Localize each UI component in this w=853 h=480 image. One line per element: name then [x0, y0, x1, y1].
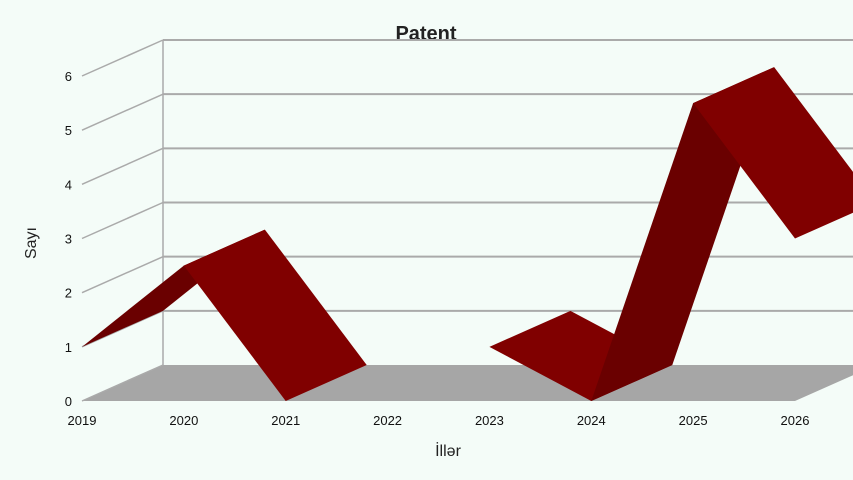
chart-title: Patent — [395, 23, 456, 45]
x-tick-label: 2021 — [271, 413, 300, 428]
series-ribbon — [82, 67, 853, 401]
floor-plane — [82, 365, 853, 401]
grid-line-wall — [81, 364, 164, 402]
grid-line-wall — [81, 39, 164, 77]
x-tick-label: 2024 — [577, 413, 606, 428]
x-tick-label: 2026 — [781, 413, 810, 428]
grid-line-wall — [81, 93, 164, 131]
y-tick-labels: 0 1 2 3 4 5 6 — [65, 69, 72, 409]
x-tick-label: 2025 — [679, 413, 708, 428]
x-tick-labels: 2019 2020 2021 2022 2023 2024 2025 2026 — [68, 413, 810, 428]
ribbon-segment — [591, 67, 775, 401]
y-tick-label: 5 — [65, 123, 72, 138]
y-tick-label: 2 — [65, 286, 72, 301]
y-tick-label: 6 — [65, 69, 72, 84]
x-tick-label: 2023 — [475, 413, 504, 428]
grid-line-wall — [81, 201, 164, 240]
y-tick-label: 3 — [65, 232, 72, 247]
x-axis-label: İllər — [435, 441, 461, 460]
grid-line-wall — [81, 147, 164, 186]
x-tick-label: 2020 — [169, 413, 198, 428]
chart-floor — [82, 365, 853, 401]
y-tick-label: 4 — [65, 177, 72, 192]
y-tick-label: 1 — [65, 340, 72, 355]
ribbon-segment — [183, 229, 367, 401]
y-axis-label: Sayı — [23, 227, 40, 259]
x-tick-label: 2022 — [373, 413, 402, 428]
y-tick-label: 0 — [65, 394, 72, 409]
grid-line-wall — [81, 255, 164, 294]
ribbon-segment — [693, 67, 853, 239]
x-tick-label: 2019 — [68, 413, 97, 428]
